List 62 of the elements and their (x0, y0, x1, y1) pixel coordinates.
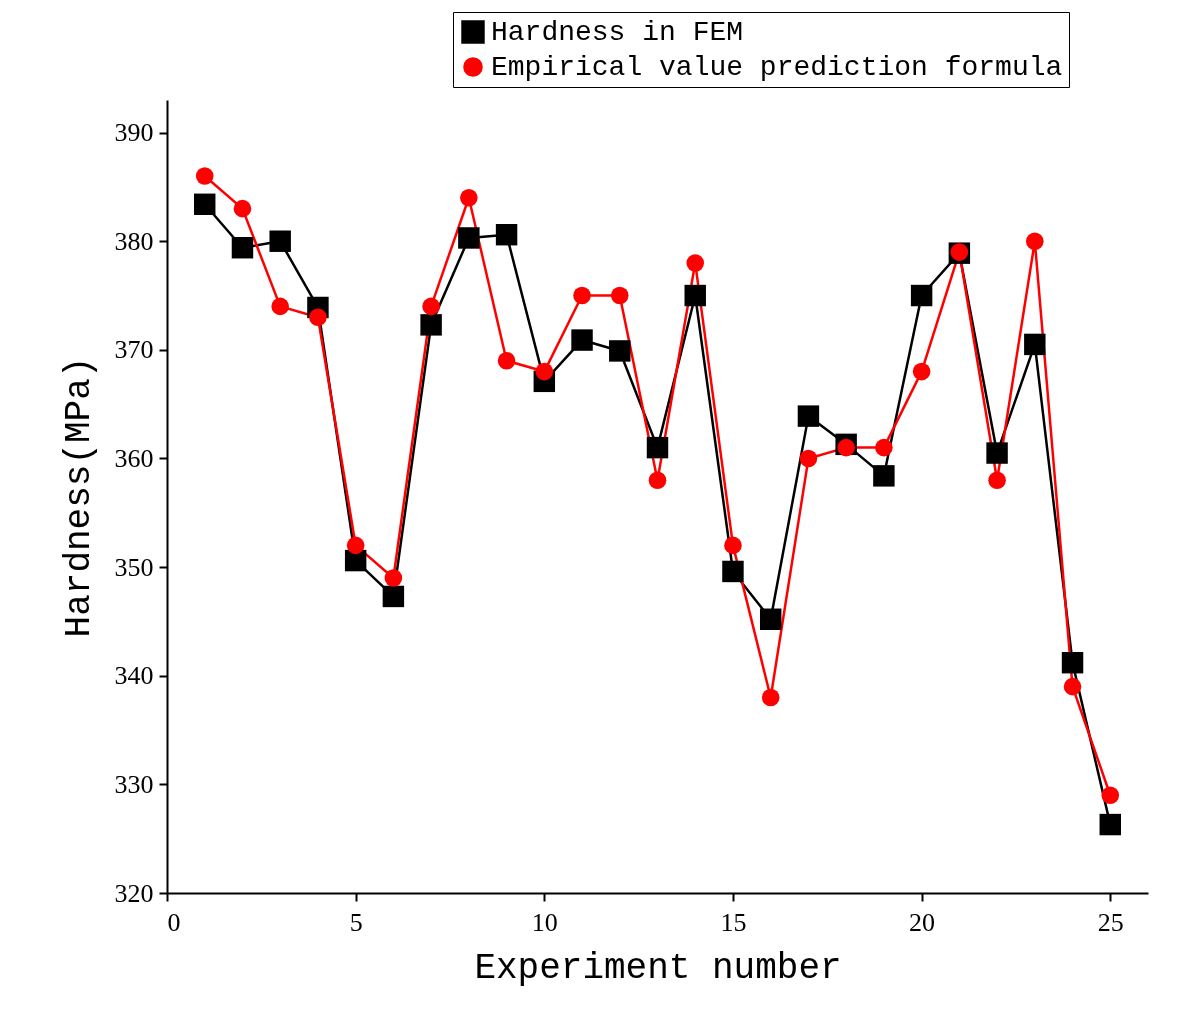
point (1061, 651, 1084, 674)
y-tick-label: 380 (114, 226, 154, 256)
x-tick-label: 15 (720, 907, 747, 937)
point (799, 449, 818, 468)
legend-label: Hardness in FEM (491, 17, 744, 48)
point (309, 308, 327, 327)
point (195, 167, 214, 185)
y-tick-label: 320 (114, 878, 154, 908)
x-axis-title: Experiment number (474, 947, 842, 989)
x-tick-label: 0 (167, 907, 181, 937)
y-tick-label: 370 (114, 335, 154, 365)
point (571, 329, 593, 351)
x-tick-label: 5 (349, 907, 363, 937)
point (609, 340, 631, 362)
point (648, 471, 667, 489)
point (910, 284, 933, 307)
point (722, 560, 744, 583)
point (724, 536, 742, 555)
point (1101, 786, 1120, 805)
point (495, 223, 518, 246)
point (912, 362, 931, 381)
point (988, 471, 1006, 489)
point (1099, 813, 1121, 836)
point (646, 436, 669, 459)
point (573, 286, 591, 305)
point (458, 227, 480, 249)
point (610, 286, 629, 305)
y-tick-label: 390 (114, 118, 154, 148)
point (422, 297, 440, 316)
point (497, 351, 516, 370)
point (382, 585, 405, 608)
point (233, 199, 252, 218)
x-tick-label: 20 (909, 907, 936, 937)
point (873, 465, 895, 487)
point (1024, 333, 1046, 356)
point (460, 188, 478, 207)
point (271, 297, 289, 316)
point (761, 688, 780, 707)
point (420, 314, 442, 336)
x-tick-label: 10 (531, 907, 558, 937)
point (684, 284, 706, 307)
point (1026, 232, 1044, 250)
point (269, 230, 291, 252)
point (759, 608, 782, 630)
point (797, 405, 820, 427)
y-tick-label: 350 (114, 552, 154, 582)
y-tick-label: 360 (114, 443, 154, 473)
y-tick-label: 340 (114, 661, 154, 691)
point (231, 237, 254, 259)
legend-label: Empirical value prediction formula (491, 52, 1063, 83)
point (986, 442, 1008, 464)
point (1063, 677, 1082, 696)
point (875, 438, 893, 457)
point (194, 193, 216, 216)
point (686, 254, 705, 272)
point (535, 362, 554, 381)
x-tick-label: 25 (1097, 907, 1124, 937)
y-axis-title: Hardness(MPa) (58, 356, 100, 638)
y-tick-label: 330 (114, 769, 154, 799)
point (346, 536, 365, 555)
point (837, 438, 855, 457)
point (384, 569, 403, 587)
